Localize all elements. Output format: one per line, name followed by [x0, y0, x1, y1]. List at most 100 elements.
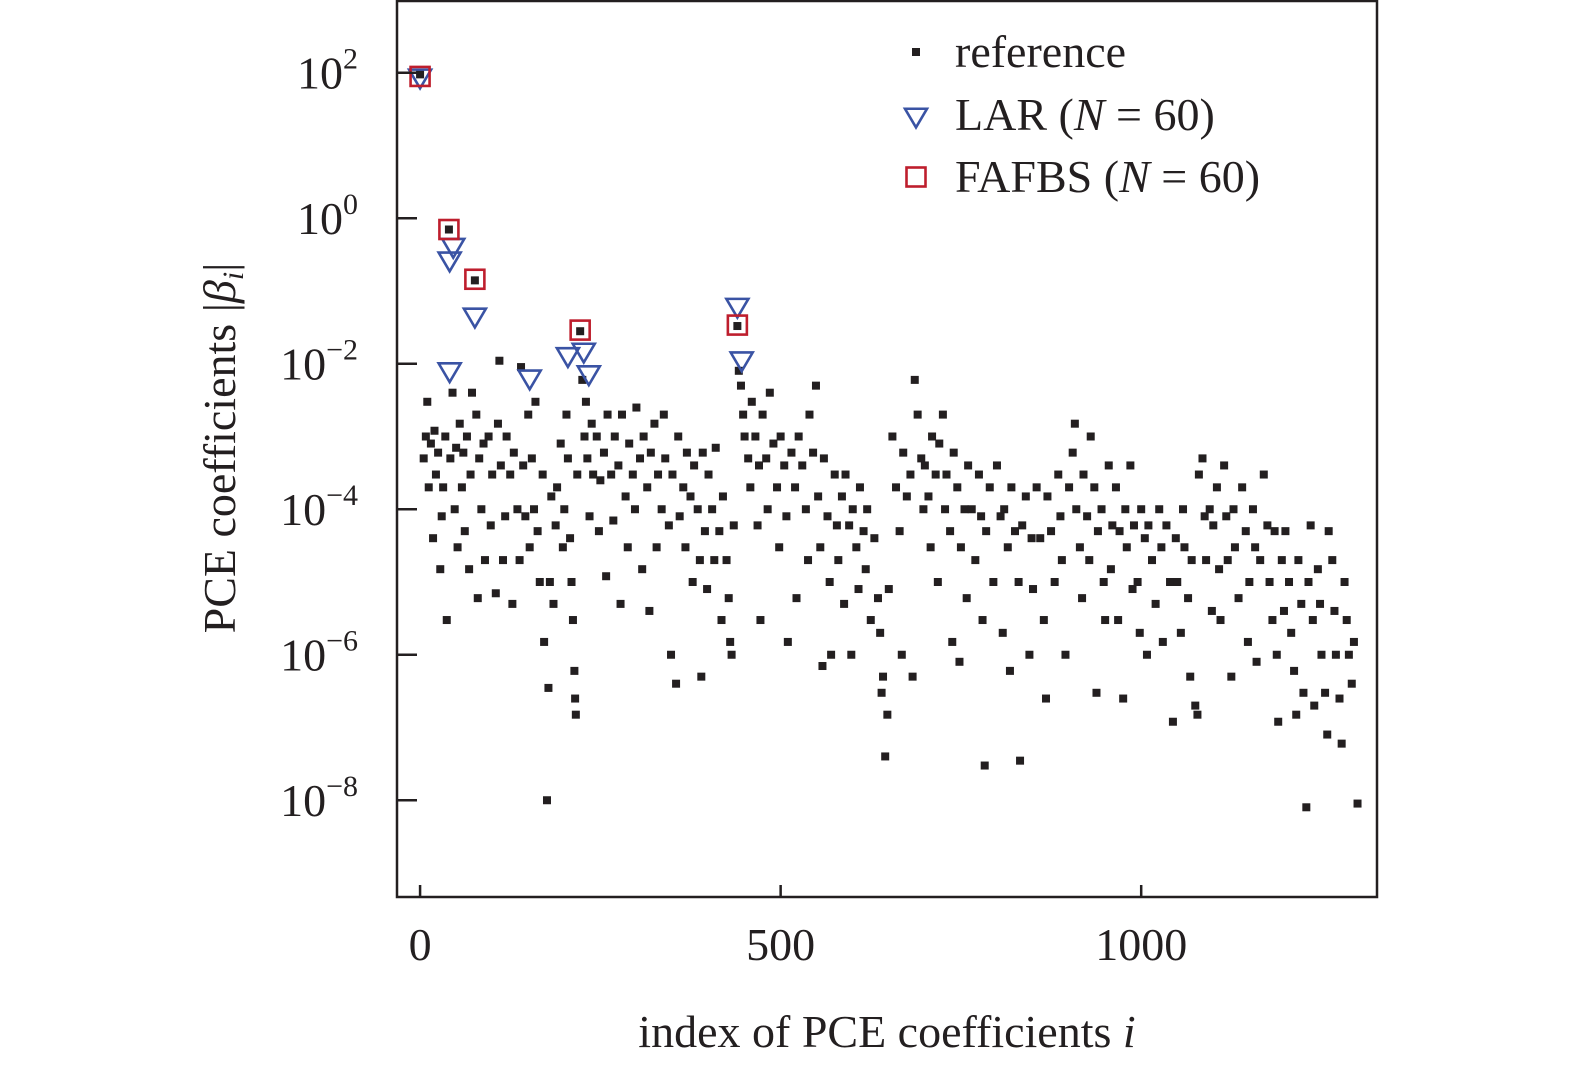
reference-point — [682, 448, 691, 457]
fafbs-point — [569, 319, 591, 341]
reference-point — [1086, 432, 1095, 441]
reference-point — [545, 577, 554, 586]
reference-point — [1173, 577, 1182, 586]
reference-point — [1230, 543, 1239, 552]
reference-point — [1021, 492, 1030, 501]
reference-point — [473, 594, 482, 603]
reference-point — [933, 577, 942, 586]
reference-point — [1220, 461, 1229, 470]
y-tick-label: 10−8 — [280, 770, 358, 826]
reference-point — [632, 403, 641, 412]
reference-point — [1018, 521, 1027, 530]
reference-point — [854, 585, 863, 594]
reference-point — [1297, 599, 1306, 608]
reference-point — [1212, 483, 1221, 492]
reference-point — [693, 505, 702, 514]
reference-point — [1187, 556, 1196, 565]
reference-point — [1158, 637, 1167, 646]
reference-point — [1215, 565, 1224, 574]
x-tick-label: 500 — [746, 919, 815, 970]
reference-point — [841, 470, 850, 479]
reference-point — [967, 505, 976, 514]
reference-point — [664, 521, 673, 530]
reference-point — [1047, 527, 1056, 536]
reference-point — [704, 470, 713, 479]
reference-point — [1157, 543, 1166, 552]
reference-point — [681, 543, 690, 552]
reference-point — [861, 565, 870, 574]
reference-point — [566, 534, 575, 543]
reference-point — [1005, 666, 1014, 675]
reference-point — [1251, 543, 1260, 552]
plot-marks — [406, 65, 1362, 812]
reference-point — [509, 448, 518, 457]
reference-point — [801, 505, 810, 514]
reference-point — [1072, 505, 1081, 514]
reference-point — [736, 381, 745, 390]
reference-point — [926, 543, 935, 552]
lar-point — [439, 237, 467, 261]
reference-point — [724, 594, 733, 603]
reference-point — [908, 672, 917, 681]
reference-point — [499, 556, 508, 565]
reference-point — [989, 577, 998, 586]
reference-point — [1122, 543, 1131, 552]
reference-point — [935, 439, 944, 448]
reference-point — [811, 381, 820, 390]
reference-point — [1265, 577, 1274, 586]
reference-point — [964, 461, 973, 470]
reference-point — [1003, 543, 1012, 552]
reference-point — [1129, 521, 1138, 530]
reference-point — [423, 397, 432, 406]
y-tick-label: 10−2 — [280, 334, 358, 390]
reference-point — [1179, 505, 1188, 514]
reference-point — [430, 426, 439, 435]
reference-point — [866, 616, 875, 625]
reference-point — [762, 454, 771, 463]
reference-point — [727, 650, 736, 659]
reference-point — [506, 470, 515, 479]
reference-point — [740, 432, 749, 441]
reference-point — [698, 448, 707, 457]
reference-point — [948, 637, 957, 646]
reference-point — [1330, 606, 1339, 615]
reference-point — [1245, 577, 1254, 586]
reference-point — [549, 599, 558, 608]
reference-point — [819, 454, 828, 463]
lar-point — [724, 297, 751, 321]
reference-point — [895, 527, 904, 536]
reference-point — [834, 556, 843, 565]
reference-point — [596, 476, 605, 485]
reference-point — [686, 492, 695, 501]
reference-point — [1099, 577, 1108, 586]
reference-point — [441, 432, 450, 441]
reference-point — [444, 225, 453, 234]
reference-point — [442, 616, 451, 625]
reference-point — [1144, 521, 1153, 530]
reference-point — [1054, 470, 1063, 479]
reference-point — [879, 672, 888, 681]
reference-point — [980, 761, 989, 770]
reference-point — [700, 527, 709, 536]
reference-point — [1331, 650, 1340, 659]
reference-point — [1294, 556, 1303, 565]
reference-point — [787, 448, 796, 457]
reference-point — [773, 483, 782, 492]
reference-point — [733, 322, 742, 331]
reference-point — [956, 543, 965, 552]
reference-point — [495, 356, 504, 365]
reference-point — [547, 492, 556, 501]
reference-point — [544, 683, 553, 692]
reference-point — [1299, 688, 1308, 697]
reference-point — [1092, 688, 1101, 697]
reference-point — [1168, 717, 1177, 726]
reference-point — [1184, 594, 1193, 603]
reference-point — [892, 483, 901, 492]
reference-point — [567, 577, 576, 586]
reference-point — [466, 470, 475, 479]
reference-point — [942, 470, 951, 479]
reference-point — [477, 505, 486, 514]
reference-point — [455, 419, 464, 428]
reference-point — [1306, 521, 1315, 530]
lar-point — [436, 251, 463, 274]
